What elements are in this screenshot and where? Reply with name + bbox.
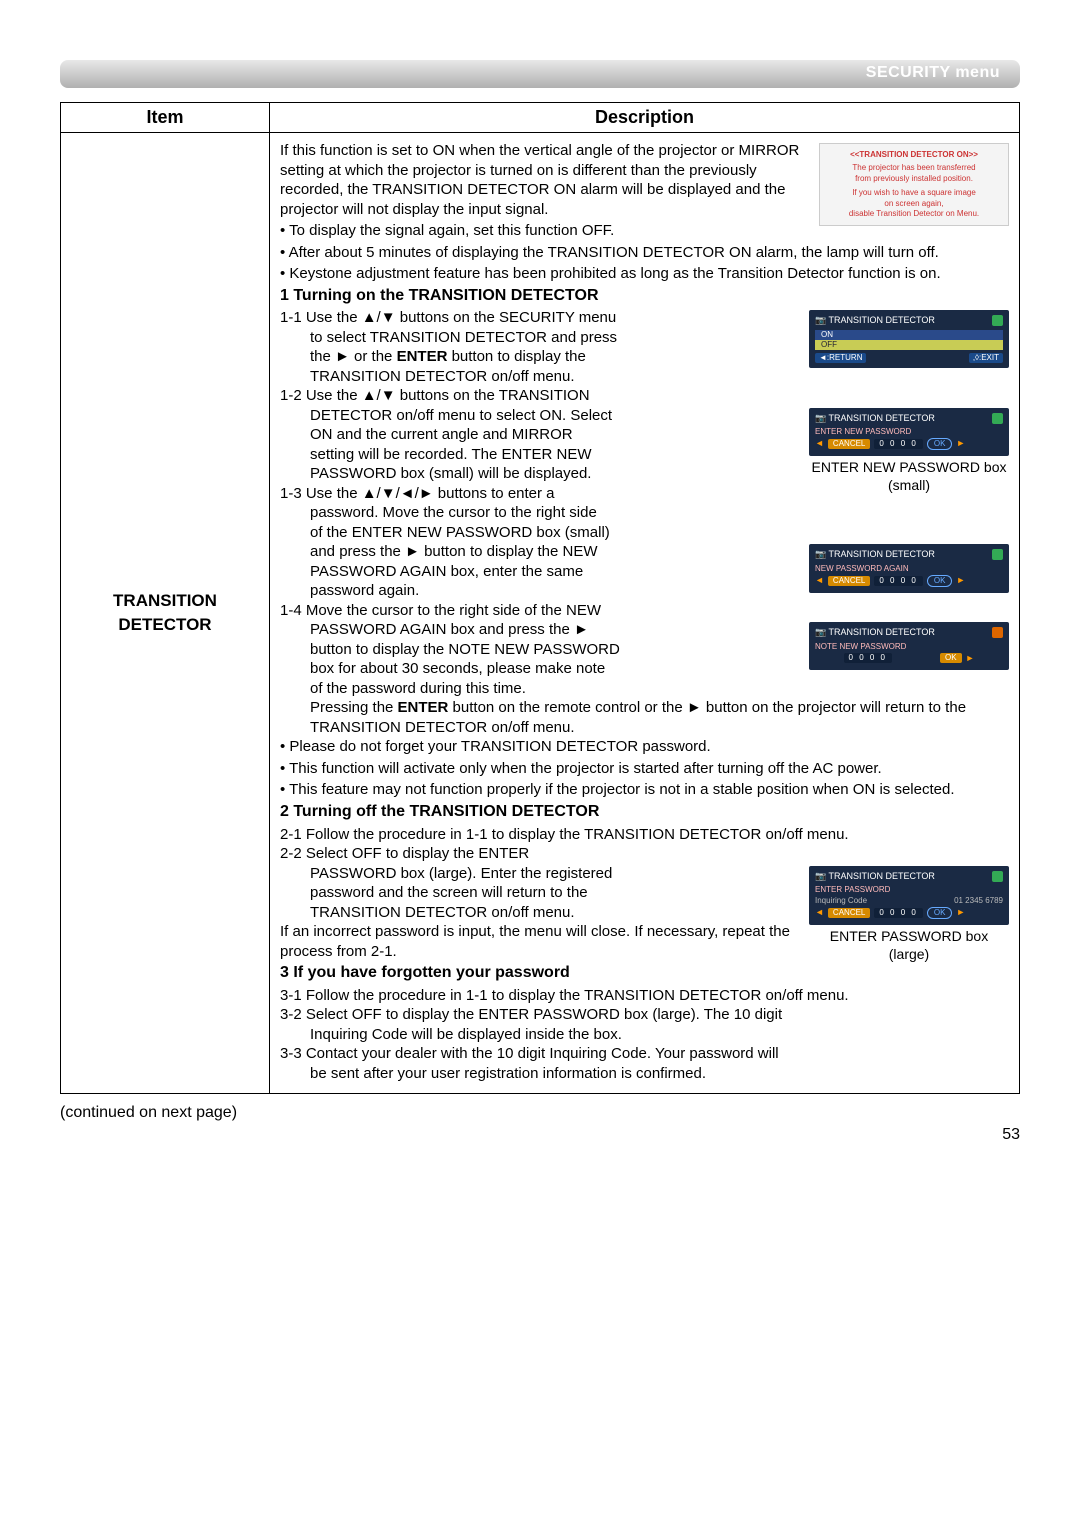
npa-diagram-wrap: 📷 TRANSITION DETECTOR NEW PASSWORD AGAIN… [809, 544, 1009, 592]
enp-cancel: CANCEL [828, 439, 870, 449]
s1-n1: • Please do not forget your TRANSITION D… [280, 737, 1009, 757]
description-cell: <<TRANSITION DETECTOR ON>> The projector… [270, 133, 1020, 1094]
ep-digits: 0 0 0 0 [874, 908, 922, 918]
ep-large-caption: ENTER PASSWORD box (large) [809, 927, 1009, 963]
item-name: TRANSITIONDETECTOR [113, 591, 217, 634]
s2-l2a: 2-2 Select OFF to display the ENTER [280, 844, 1009, 864]
nnp-label: NOTE NEW PASSWORD [815, 642, 1003, 652]
continued-note: (continued on next page) [60, 1104, 1020, 1122]
alarm-l4: on screen again, [824, 199, 1004, 209]
onoff-off: OFF [815, 340, 1003, 350]
close-icon [992, 549, 1003, 560]
npa-title: TRANSITION DETECTOR [829, 549, 935, 559]
left-arrow-icon: ◄ [815, 575, 824, 586]
s1-l1d: TRANSITION DETECTOR on/off menu. [280, 367, 1009, 387]
close-icon [992, 413, 1003, 424]
ep-large-diagram-wrap: 📷 TRANSITION DETECTOR ENTER PASSWORD Inq… [809, 866, 1009, 964]
alarm-diagram: <<TRANSITION DETECTOR ON>> The projector… [819, 143, 1009, 226]
left-arrow-icon: ◄ [815, 907, 824, 918]
nnp-ok: OK [940, 653, 962, 663]
s1-enter-bold: ENTER [398, 699, 449, 716]
s3-l3a: 3-3 Contact your dealer with the 10 digi… [280, 1044, 1009, 1064]
npa-cancel: CANCEL [828, 576, 870, 586]
col-header-desc: Description [270, 103, 1020, 133]
close-icon [992, 871, 1003, 882]
alarm-l5: disable Transition Detector on Menu. [824, 209, 1004, 219]
s1-l2a: 1-2 Use the ▲/▼ buttons on the TRANSITIO… [280, 386, 1009, 406]
enp-small-caption: ENTER NEW PASSWORD box (small) [809, 458, 1009, 494]
ep-inq: Inquiring Code [815, 896, 867, 906]
intro-b2: • After about 5 minutes of displaying th… [280, 243, 1009, 263]
s2-l1: 2-1 Follow the procedure in 1-1 to displ… [280, 825, 1009, 845]
item-cell: TRANSITIONDETECTOR [61, 133, 270, 1094]
s1-n3: • This feature may not function properly… [280, 780, 1009, 800]
npa-label: NEW PASSWORD AGAIN [815, 564, 1003, 574]
onoff-title: TRANSITION DETECTOR [829, 315, 935, 325]
right-arrow-icon: ► [956, 438, 965, 449]
header-title: SECURITY menu [866, 64, 1000, 82]
npa-digits: 0 0 0 0 [874, 576, 922, 586]
nnp-diagram-wrap: 📷 TRANSITION DETECTOR NOTE NEW PASSWORD … [809, 622, 1009, 670]
page-number: 53 [1002, 1126, 1020, 1144]
s1-l4e: of the password during this time. [280, 679, 1009, 699]
right-arrow-icon: ► [956, 907, 965, 918]
play-icon [992, 627, 1003, 638]
s1-l1c-bold: ENTER [397, 348, 448, 365]
close-icon [992, 315, 1003, 326]
ep-code: 01 2345 6789 [954, 896, 1003, 906]
enp-label: ENTER NEW PASSWORD [815, 427, 1003, 437]
onoff-return: ◄:RETURN [815, 353, 866, 363]
alarm-l1: The projector has been transferred [824, 163, 1004, 173]
s1-l3c: of the ENTER NEW PASSWORD box (small) [280, 523, 1009, 543]
left-arrow-icon: ◄ [815, 438, 824, 449]
onoff-diagram-wrap: 📷 TRANSITION DETECTOR ON OFF ◄:RETURN ,◊… [809, 310, 1009, 367]
enp-digits: 0 0 0 0 [874, 439, 922, 449]
enp-ok: OK [927, 438, 953, 450]
onoff-on: ON [815, 330, 1003, 340]
s1-l3b: password. Move the cursor to the right s… [280, 503, 1009, 523]
intro-b3: • Keystone adjustment feature has been p… [280, 264, 1009, 284]
alarm-title: <<TRANSITION DETECTOR ON>> [824, 150, 1004, 160]
nnp-digits: 0 0 0 0 [844, 653, 892, 663]
s1-n2: • This function will activate only when … [280, 759, 1009, 779]
s3-l3b: be sent after your user registration inf… [280, 1064, 1009, 1084]
s1-l4a: 1-4 Move the cursor to the right side of… [280, 601, 1009, 621]
sec3-title: 3 If you have forgotten your password [280, 963, 1009, 984]
enp-small-diagram-wrap: 📷 TRANSITION DETECTOR ENTER NEW PASSWORD… [809, 408, 1009, 495]
col-header-item: Item [61, 103, 270, 133]
right-arrow-icon: ► [956, 575, 965, 586]
nnp-title: TRANSITION DETECTOR [829, 627, 935, 637]
ep-ok: OK [927, 907, 953, 919]
alarm-l2: from previously installed position. [824, 174, 1004, 184]
enp-title: TRANSITION DETECTOR [829, 413, 935, 423]
ep-title: TRANSITION DETECTOR [829, 871, 935, 881]
ep-label: ENTER PASSWORD [815, 885, 1003, 895]
header-bar: SECURITY menu [60, 60, 1020, 88]
s1-l1c-pre: the ► or the [310, 348, 397, 365]
onoff-exit: ,◊:EXIT [969, 353, 1003, 363]
s3-l2a: 3-2 Select OFF to display the ENTER PASS… [280, 1005, 1009, 1025]
sec1-title: 1 Turning on the TRANSITION DETECTOR [280, 286, 1009, 307]
s1-enter-pre: Pressing the [310, 699, 398, 716]
s3-l1: 3-1 Follow the procedure in 1-1 to displ… [280, 986, 1009, 1006]
sec2-title: 2 Turning off the TRANSITION DETECTOR [280, 802, 1009, 823]
ep-cancel: CANCEL [828, 908, 870, 918]
alarm-l3: If you wish to have a square image [824, 188, 1004, 198]
npa-ok: OK [927, 575, 953, 587]
s1-l1c-post: button to display the [447, 348, 585, 365]
right-arrow-icon: ► [966, 653, 975, 664]
s3-l2b: Inquiring Code will be displayed inside … [280, 1025, 1009, 1045]
s1-enter-line: Pressing the ENTER button on the remote … [280, 698, 1009, 737]
main-table: Item Description TRANSITIONDETECTOR <<TR… [60, 102, 1020, 1094]
